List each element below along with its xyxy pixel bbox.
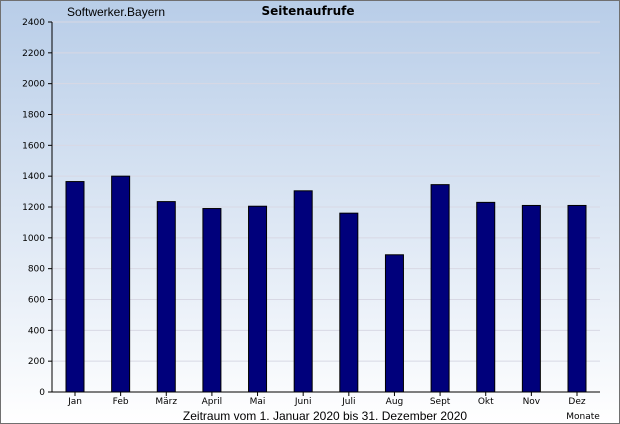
y-tick-label: 1200 [22, 203, 45, 213]
axes-group [48, 21, 600, 396]
bar-dez [567, 204, 587, 393]
x-tick-label: Aug [386, 397, 404, 407]
bar-mai [248, 205, 268, 393]
x-tick-label: Okt [478, 397, 494, 407]
x-tick-label: Nov [523, 397, 541, 407]
y-tick-label: 200 [28, 357, 45, 367]
bar-juni [293, 190, 313, 393]
y-tick-label: 2000 [22, 80, 45, 90]
x-tick-label: März [155, 397, 177, 407]
bars-group [65, 175, 587, 393]
x-tick-label: Juli [341, 397, 355, 407]
y-tick-labels: 0 200 400 600 800 1000 1200 1400 1600 1800 2000 220… [22, 18, 45, 398]
x-axis-label: Monate [566, 412, 600, 422]
date-range-caption: Zeitraum vom 1. Januar 2020 bis 31. Deze… [183, 409, 467, 423]
y-tick-label: 2400 [22, 18, 45, 28]
x-tick-labels: Jan Feb März April Mai Juni Juli Aug Sept Okt Nov D… [67, 397, 586, 407]
y-tick-label: 800 [28, 265, 45, 275]
bar-okt [476, 201, 496, 393]
x-tick-label: Dez [568, 397, 585, 407]
site-name: Softwerker.Bayern [67, 5, 165, 19]
bar-jan [65, 181, 85, 393]
x-tick-label: Jan [67, 397, 82, 407]
y-tick-label: 1400 [22, 172, 45, 182]
y-tick-label: 600 [28, 296, 45, 306]
bar-juli [339, 212, 359, 393]
bar-nov [521, 204, 541, 393]
x-tick-label: Feb [113, 397, 129, 407]
y-tick-label: 1800 [22, 111, 45, 121]
x-tick-label: Sept [430, 397, 451, 407]
y-tick-label: 400 [28, 326, 45, 336]
y-tick-label: 0 [39, 388, 45, 398]
chart-title: Seitenaufrufe [262, 4, 355, 18]
x-tick-label: April [202, 397, 223, 407]
y-tick-label: 2200 [22, 49, 45, 59]
gridlines [52, 21, 600, 362]
bar-feb [111, 175, 131, 393]
bar-sept [430, 184, 450, 393]
x-tick-label: Juni [294, 397, 312, 407]
y-tick-label: 1600 [22, 141, 45, 151]
y-tick-label: 1000 [22, 234, 45, 244]
bar-aug [384, 254, 404, 393]
bar-april [202, 208, 222, 393]
x-tick-label: Mai [250, 397, 266, 407]
bar-märz [156, 201, 176, 393]
